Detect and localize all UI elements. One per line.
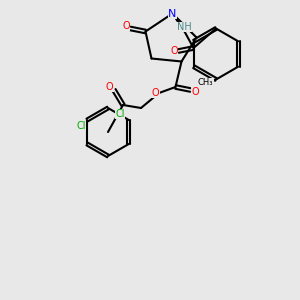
Text: O: O	[152, 88, 159, 98]
Text: Cl: Cl	[76, 121, 86, 131]
Text: O: O	[191, 86, 199, 97]
Text: O: O	[122, 20, 130, 31]
Text: O: O	[170, 46, 178, 56]
Text: O: O	[106, 82, 113, 92]
Text: NH: NH	[177, 22, 192, 32]
Text: Cl: Cl	[115, 109, 124, 119]
Text: CH₃: CH₃	[198, 78, 213, 87]
Text: N: N	[168, 8, 177, 19]
